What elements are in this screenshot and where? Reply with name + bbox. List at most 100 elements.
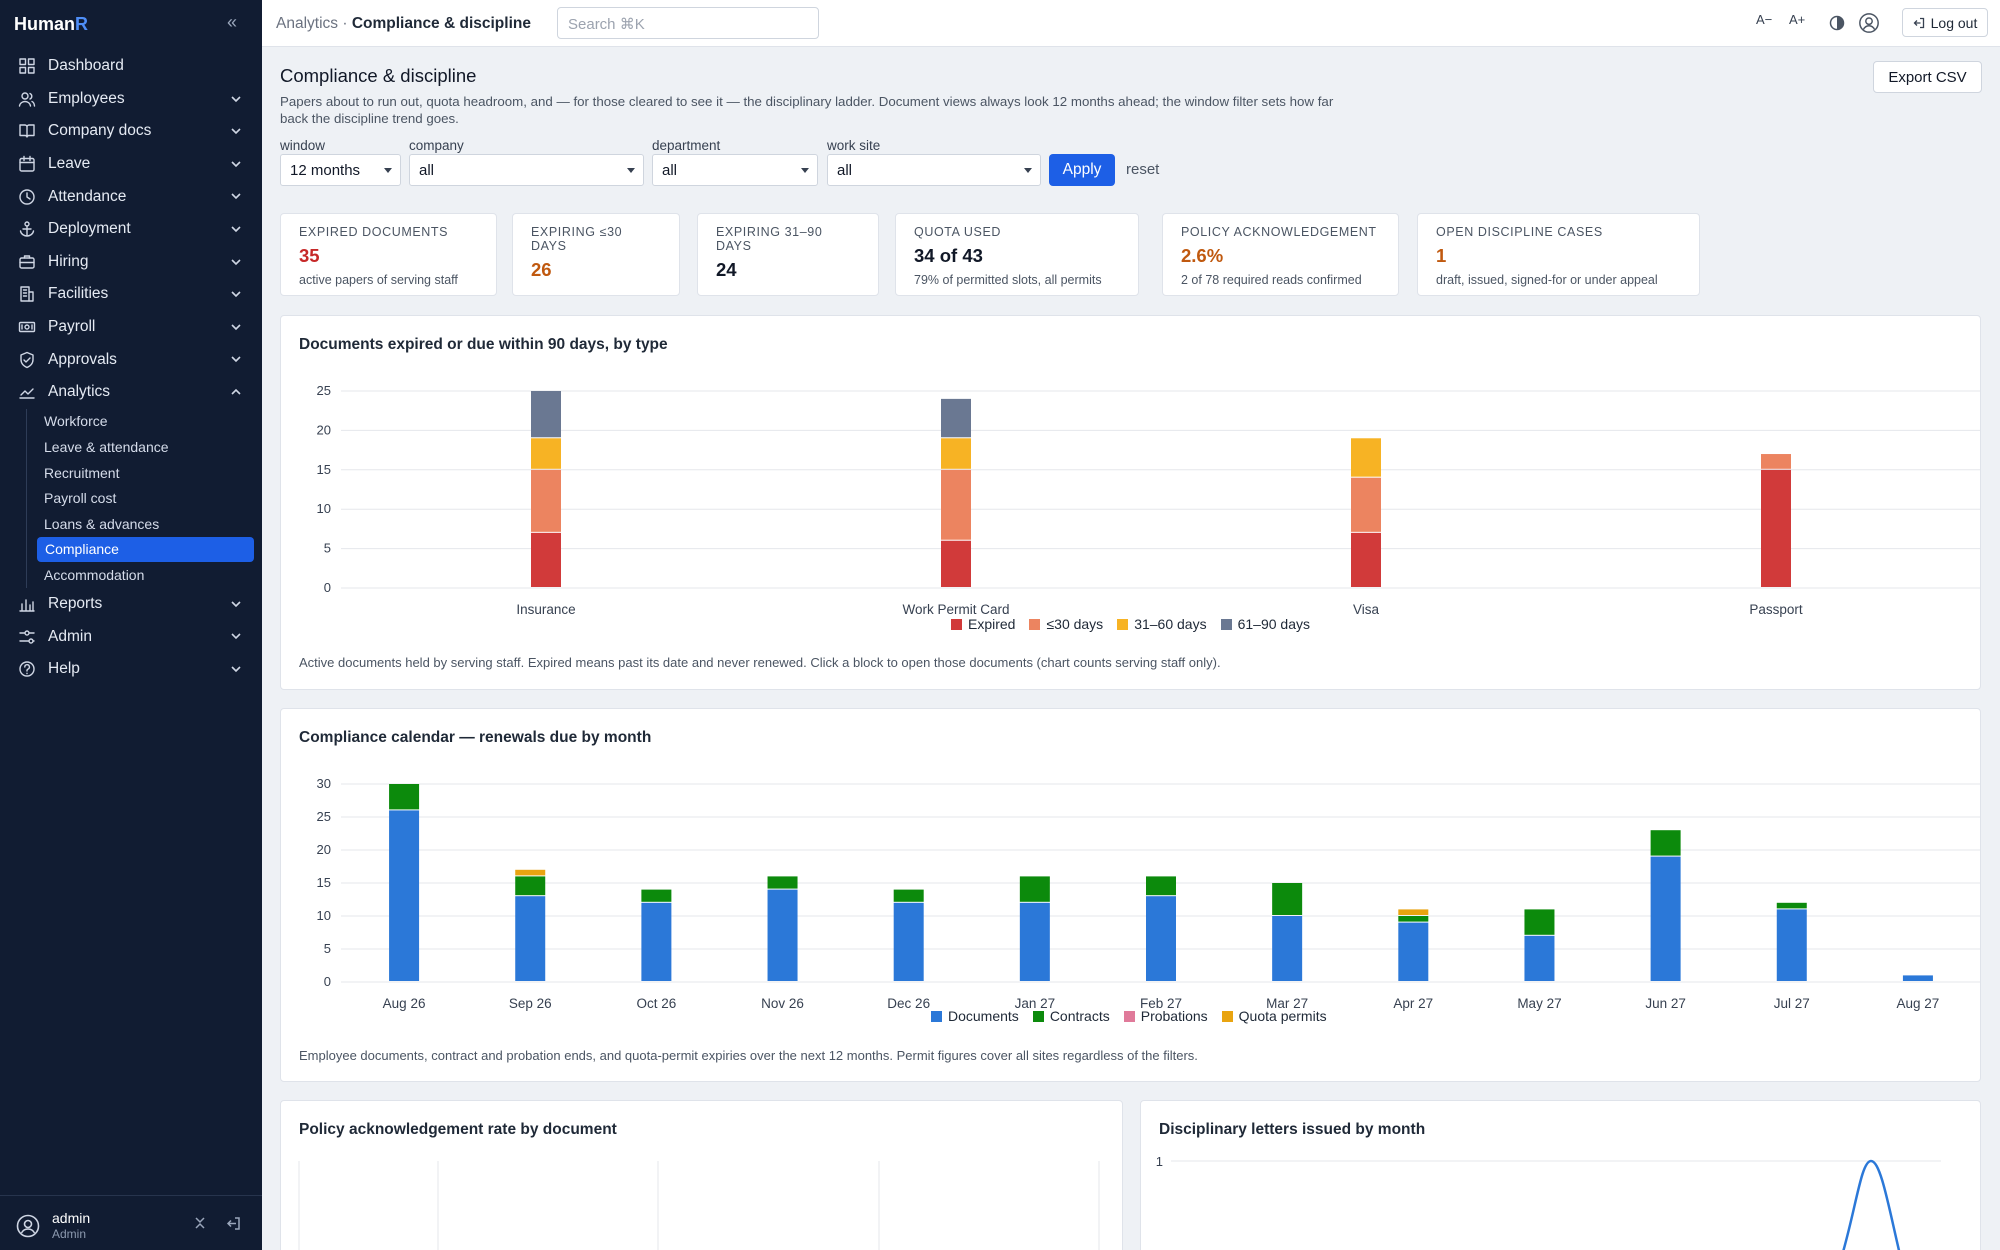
bar-segment-documents[interactable] bbox=[389, 810, 420, 981]
kpi-card-policy-acknowledgement[interactable]: POLICY ACKNOWLEDGEMENT 2.6% 2 of 78 requir… bbox=[1162, 213, 1399, 296]
bar-segment-31-60-days[interactable] bbox=[1351, 438, 1381, 477]
chevron-down-icon[interactable] bbox=[228, 351, 244, 367]
bar-segment-61-90-days[interactable] bbox=[941, 398, 971, 438]
chevron-down-icon[interactable] bbox=[228, 628, 244, 644]
bar-segment-30-days[interactable] bbox=[941, 469, 971, 540]
sidebar-item-attendance[interactable]: Attendance bbox=[0, 180, 262, 213]
bar-segment-30-days[interactable] bbox=[1761, 454, 1791, 469]
sidebar-item-employees[interactable]: Employees bbox=[0, 83, 262, 116]
bar-segment-expired[interactable] bbox=[531, 532, 561, 587]
kpi-card-expiring-30-days[interactable]: EXPIRING ≤30 DAYS 26 bbox=[512, 213, 680, 296]
bar-segment-documents[interactable] bbox=[1524, 935, 1555, 981]
bar-segment-contracts[interactable] bbox=[893, 889, 924, 902]
legend-item-documents[interactable]: Documents bbox=[931, 1008, 1019, 1024]
sidebar-item-deployment[interactable]: Deployment bbox=[0, 213, 262, 246]
bar-segment-contracts[interactable] bbox=[767, 876, 798, 889]
font-larger-button[interactable]: A+ bbox=[1789, 12, 1806, 27]
sidebar-item-dashboard[interactable]: Dashboard bbox=[0, 50, 262, 83]
bar-segment-30-days[interactable] bbox=[531, 469, 561, 532]
bar-segment-contracts[interactable] bbox=[389, 784, 420, 810]
breadcrumb-parent[interactable]: Analytics bbox=[276, 15, 339, 32]
bar-segment-documents[interactable] bbox=[767, 889, 798, 981]
bar-segment-contracts[interactable] bbox=[515, 876, 546, 896]
bar-segment-documents[interactable] bbox=[515, 896, 546, 981]
bar-segment-contracts[interactable] bbox=[1019, 876, 1050, 902]
chevron-down-icon[interactable] bbox=[228, 221, 244, 237]
bar-segment-contracts[interactable] bbox=[1524, 909, 1555, 935]
sidebar-item-hiring[interactable]: Hiring bbox=[0, 246, 262, 279]
bar-segment-documents[interactable] bbox=[893, 902, 924, 981]
department-select[interactable]: all bbox=[652, 154, 818, 186]
avatar[interactable] bbox=[16, 1214, 40, 1238]
sidebar-item-approvals[interactable]: Approvals bbox=[0, 343, 262, 376]
bar-segment-31-60-days[interactable] bbox=[941, 438, 971, 469]
chevron-down-icon[interactable] bbox=[228, 661, 244, 677]
chevron-down-icon[interactable] bbox=[228, 91, 244, 107]
sidebar-item-facilities[interactable]: Facilities bbox=[0, 278, 262, 311]
sidebar-item-payroll[interactable]: Payroll bbox=[0, 311, 262, 344]
sidebar-subitem-compliance[interactable]: Compliance bbox=[37, 536, 254, 563]
theme-toggle-icon[interactable] bbox=[1829, 15, 1845, 31]
sidebar-item-analytics[interactable]: Analytics bbox=[0, 376, 262, 409]
bar-segment-documents[interactable] bbox=[1019, 902, 1050, 981]
legend-item-contracts[interactable]: Contracts bbox=[1032, 1008, 1110, 1024]
bar-segment-documents[interactable] bbox=[1398, 922, 1429, 981]
search-input[interactable]: Search ⌘K bbox=[557, 7, 819, 39]
site-select[interactable]: all bbox=[827, 154, 1041, 186]
kpi-card-expired-documents[interactable]: EXPIRED DOCUMENTS 35 active papers of serv… bbox=[280, 213, 497, 296]
bar-segment-contracts[interactable] bbox=[1146, 876, 1176, 896]
chevron-down-icon[interactable] bbox=[228, 286, 244, 302]
logout-button[interactable]: Log out bbox=[1902, 8, 1988, 37]
reset-link[interactable]: reset bbox=[1126, 161, 1160, 178]
sidebar-item-help[interactable]: Help bbox=[0, 653, 262, 686]
legend-item-probations[interactable]: Probations bbox=[1123, 1008, 1208, 1024]
bar-segment-expired[interactable] bbox=[1761, 469, 1791, 587]
bar-segment-documents[interactable] bbox=[1146, 896, 1176, 981]
sidebar-subitem-accommodation[interactable]: Accommodation bbox=[44, 566, 145, 583]
bar-segment-quota-permits[interactable] bbox=[1398, 909, 1429, 915]
bar-segment-61-90-days[interactable] bbox=[531, 391, 561, 438]
legend-item-quota-permits[interactable]: Quota permits bbox=[1221, 1008, 1327, 1024]
chevron-down-icon[interactable] bbox=[228, 188, 244, 204]
legend-item-31-60-days[interactable]: 31–60 days bbox=[1117, 616, 1207, 632]
chevron-down-icon[interactable] bbox=[228, 123, 244, 139]
kpi-card-quota-used[interactable]: QUOTA USED 34 of 43 79% of permitted slots… bbox=[895, 213, 1139, 296]
bar-segment-contracts[interactable] bbox=[1272, 883, 1303, 915]
expand-collapse-icon[interactable] bbox=[193, 1216, 207, 1230]
bar-segment-quota-permits[interactable] bbox=[515, 869, 546, 876]
bar-segment-documents[interactable] bbox=[1272, 916, 1303, 981]
bar-segment-expired[interactable] bbox=[941, 540, 971, 587]
window-select[interactable]: 12 months bbox=[280, 154, 401, 186]
sidebar-subitem-workforce[interactable]: Workforce bbox=[44, 413, 108, 430]
bar-segment-contracts[interactable] bbox=[1650, 830, 1681, 856]
sidebar-subitem-loans-and-advances[interactable]: Loans & advances bbox=[44, 515, 160, 532]
font-smaller-button[interactable]: A− bbox=[1756, 12, 1773, 27]
export-csv-button[interactable]: Export CSV bbox=[1873, 61, 1982, 93]
profile-icon[interactable] bbox=[1858, 12, 1880, 34]
bar-segment-documents[interactable] bbox=[1650, 856, 1681, 981]
bar-segment-contracts[interactable] bbox=[641, 889, 672, 902]
sidebar-item-admin[interactable]: Admin bbox=[0, 620, 262, 653]
legend-item-61-90-days[interactable]: 61–90 days bbox=[1220, 616, 1310, 632]
bar-segment-contracts[interactable] bbox=[1398, 916, 1429, 922]
legend-item-expired[interactable]: Expired bbox=[951, 616, 1015, 632]
sidebar-subitem-recruitment[interactable]: Recruitment bbox=[44, 464, 120, 481]
sidebar-item-reports[interactable]: Reports bbox=[0, 588, 262, 621]
sign-out-icon[interactable] bbox=[226, 1216, 241, 1231]
chevron-down-icon[interactable] bbox=[228, 319, 244, 335]
apply-button[interactable]: Apply bbox=[1049, 154, 1115, 186]
collapse-sidebar-icon[interactable]: « bbox=[227, 12, 238, 32]
brand-logo[interactable]: HumanR bbox=[14, 14, 89, 34]
bar-segment-30-days[interactable] bbox=[1351, 477, 1381, 532]
chevron-down-icon[interactable] bbox=[228, 596, 244, 612]
chevron-up-icon[interactable] bbox=[228, 384, 244, 400]
sidebar-subitem-leave-and-attendance[interactable]: Leave & attendance bbox=[44, 438, 169, 455]
bar-segment-documents[interactable] bbox=[1902, 975, 1933, 981]
bar-segment-documents[interactable] bbox=[641, 902, 672, 981]
bar-segment-expired[interactable] bbox=[1351, 532, 1381, 587]
bar-segment-contracts[interactable] bbox=[1776, 902, 1807, 909]
legend-item-30-days[interactable]: ≤30 days bbox=[1029, 616, 1103, 632]
kpi-card-expiring-31-90-days[interactable]: EXPIRING 31–90 DAYS 24 bbox=[697, 213, 879, 296]
sidebar-item-company-docs[interactable]: Company docs bbox=[0, 115, 262, 148]
sidebar-subitem-payroll-cost[interactable]: Payroll cost bbox=[44, 490, 117, 507]
